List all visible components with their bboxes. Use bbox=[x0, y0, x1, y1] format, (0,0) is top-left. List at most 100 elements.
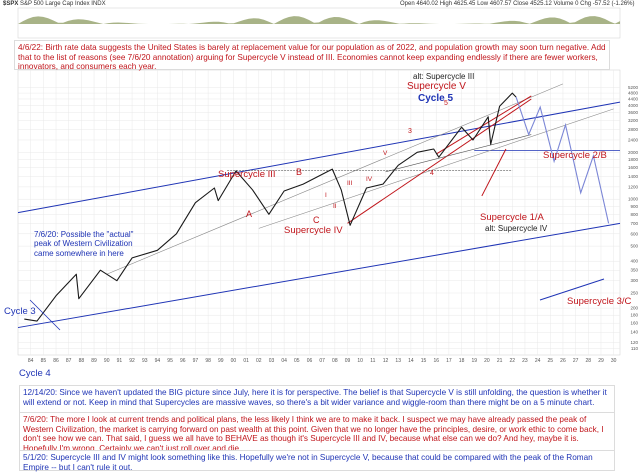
label-supercycle-2b: Supercycle 2/B bbox=[543, 150, 607, 161]
label-cycle-5: Cycle 5 bbox=[418, 93, 454, 104]
label-wave-c: C bbox=[313, 215, 320, 225]
y-tick-label: 3600 bbox=[628, 110, 639, 115]
y-tick-label: 2000 bbox=[628, 150, 639, 155]
y-tick-label: 300 bbox=[630, 278, 638, 283]
x-tick-label: 91 bbox=[117, 358, 123, 364]
x-tick-label: 09 bbox=[345, 358, 351, 364]
y-tick-label: 120 bbox=[630, 340, 638, 345]
y-tick-label: 110 bbox=[631, 346, 639, 351]
y-tick-label: 1600 bbox=[628, 165, 639, 170]
arrow-supercycle-3c bbox=[539, 278, 605, 301]
label-alt-supercycle-iii: alt: Supercycle III bbox=[413, 72, 475, 81]
grey-trendline-3 bbox=[385, 134, 532, 173]
y-tick-label: 900 bbox=[630, 204, 638, 209]
x-tick-label: 99 bbox=[218, 358, 224, 364]
x-tick-label: 98 bbox=[205, 358, 211, 364]
x-tick-label: 15 bbox=[421, 358, 427, 364]
note-western-peak: 7/6/20: Possible the "actual" peak of We… bbox=[34, 230, 134, 258]
label-supercycle-iii: Supercycle III bbox=[218, 169, 276, 180]
x-tick-label: 12 bbox=[383, 358, 389, 364]
x-tick-label: 02 bbox=[256, 358, 262, 364]
label-supercycle-v: Supercycle V bbox=[407, 81, 466, 92]
ohlc-readout: Open 4640.02 High 4625.45 Low 4607.57 Cl… bbox=[400, 1, 635, 7]
red-trendline-lower bbox=[347, 98, 532, 224]
x-tick-label: 95 bbox=[167, 358, 173, 364]
x-tick-label: 87 bbox=[66, 358, 72, 364]
symbol-title: $SPX S&P 500 Large Cap Index INDX bbox=[3, 1, 106, 7]
label-supercycle-iv: Supercycle IV bbox=[284, 225, 343, 236]
x-tick-label: 90 bbox=[104, 358, 110, 364]
x-tick-label: 88 bbox=[79, 358, 85, 364]
label-small-5: 5 bbox=[444, 100, 448, 107]
lower-channel-line bbox=[17, 222, 621, 329]
label-alt-supercycle-iv: alt: Supercycle IV bbox=[485, 224, 548, 233]
x-tick-label: 20 bbox=[484, 358, 490, 364]
y-tick-label: 140 bbox=[630, 330, 638, 335]
x-tick-label: 89 bbox=[91, 358, 97, 364]
label-small-v: V bbox=[383, 150, 388, 157]
x-tick-label: 10 bbox=[357, 358, 363, 364]
y-tick-label: 350 bbox=[630, 268, 638, 273]
y-tick-label: 1400 bbox=[628, 174, 639, 179]
x-tick-label: 94 bbox=[155, 358, 161, 364]
label-supercycle-1a: Supercycle 1/A bbox=[480, 212, 544, 223]
x-tick-label: 85 bbox=[41, 358, 47, 364]
x-tick-label: 07 bbox=[319, 358, 325, 364]
x-tick-label: 93 bbox=[142, 358, 148, 364]
y-tick-label: 600 bbox=[630, 231, 638, 236]
x-tick-label: 26 bbox=[560, 358, 566, 364]
upper-channel-line bbox=[17, 101, 621, 214]
y-tick-label: 800 bbox=[630, 212, 638, 217]
symbol-description: S&P 500 Large Cap Index INDX bbox=[20, 1, 106, 7]
x-tick-label: 01 bbox=[243, 358, 249, 364]
y-tick-label: 700 bbox=[630, 221, 638, 226]
indicator-fill bbox=[18, 16, 620, 24]
y-tick-label: 160 bbox=[630, 321, 638, 326]
y-tick-label: 200 bbox=[630, 306, 638, 311]
projection-path bbox=[515, 96, 610, 224]
y-tick-label: 400 bbox=[630, 259, 638, 264]
x-tick-label: 13 bbox=[395, 358, 401, 364]
x-tick-label: 04 bbox=[281, 358, 287, 364]
label-small-i: I bbox=[325, 192, 327, 199]
price-line bbox=[24, 92, 517, 322]
plot-frame bbox=[17, 69, 621, 356]
arrow-supercycle-iv bbox=[481, 148, 507, 197]
x-tick-label: 18 bbox=[459, 358, 465, 364]
x-tick-label: 29 bbox=[598, 358, 604, 364]
x-tick-label: 16 bbox=[433, 358, 439, 364]
y-tick-label: 2400 bbox=[628, 137, 639, 142]
y-tick-label: 250 bbox=[630, 291, 638, 296]
y-tick-label: 5200 bbox=[628, 85, 639, 90]
x-tick-label: 21 bbox=[497, 358, 503, 364]
y-tick-label: 4000 bbox=[628, 103, 639, 108]
y-tick-label: 2800 bbox=[628, 127, 639, 132]
x-tick-label: 23 bbox=[522, 358, 528, 364]
y-tick-label: 3200 bbox=[628, 118, 639, 123]
x-tick-label: 97 bbox=[193, 358, 199, 364]
x-tick-label: 92 bbox=[129, 358, 135, 364]
y-tick-label: 1200 bbox=[628, 184, 639, 189]
x-tick-label: 22 bbox=[509, 358, 515, 364]
x-tick-label: 11 bbox=[370, 358, 375, 364]
y-tick-label: 1000 bbox=[628, 197, 639, 202]
label-small-iii: III bbox=[347, 180, 353, 187]
label-wave-a: A bbox=[246, 209, 253, 219]
label-small-3: 3 bbox=[408, 128, 412, 135]
label-small-iv: IV bbox=[366, 176, 373, 183]
x-tick-label: 24 bbox=[535, 358, 541, 364]
x-tick-label: 08 bbox=[332, 358, 338, 364]
x-tick-label: 30 bbox=[611, 358, 617, 364]
note-12-14-20: 12/14/20: Since we haven't updated the B… bbox=[19, 385, 615, 413]
x-tick-label: 86 bbox=[53, 358, 59, 364]
y-tick-label: 1800 bbox=[628, 157, 639, 162]
y-tick-label: 500 bbox=[630, 244, 638, 249]
x-tick-label: 03 bbox=[269, 358, 275, 364]
x-tick-label: 27 bbox=[573, 358, 579, 364]
y-tick-label: 180 bbox=[630, 313, 638, 318]
label-supercycle-3c: Supercycle 3/C bbox=[567, 296, 632, 307]
label-small-ii: II bbox=[333, 203, 337, 210]
symbol-ticker: $SPX bbox=[3, 1, 19, 7]
label-cycle-4: Cycle 4 bbox=[19, 368, 51, 379]
